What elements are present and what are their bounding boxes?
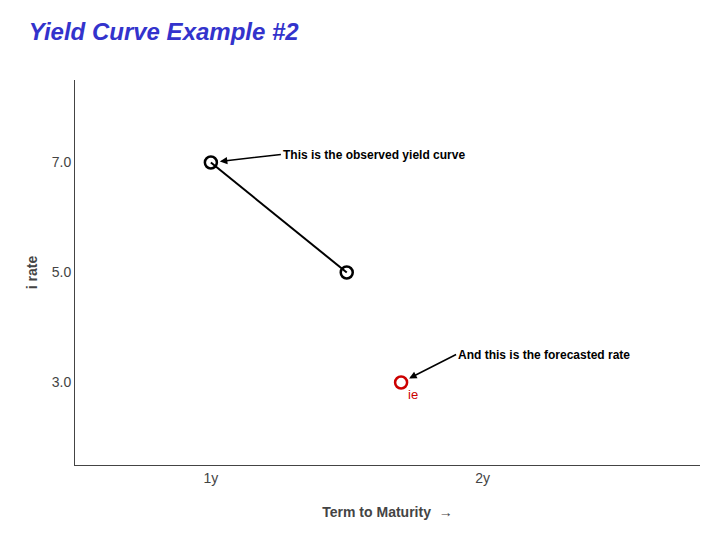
svg-text:And this is the forecasted rat: And this is the forecasted rate (458, 348, 630, 362)
svg-text:i rate: i rate (24, 256, 40, 290)
svg-text:This is the observed yield cur: This is the observed yield curve (283, 148, 465, 162)
svg-text:1y: 1y (203, 470, 218, 486)
svg-text:Yield Curve Example #2: Yield Curve Example #2 (29, 18, 300, 45)
svg-text:2y: 2y (475, 470, 490, 486)
svg-text:5.0: 5.0 (52, 264, 72, 280)
svg-text:3.0: 3.0 (52, 374, 72, 390)
svg-text:7.0: 7.0 (52, 154, 72, 170)
svg-text:Term to Maturity →: Term to Maturity → (322, 504, 452, 520)
svg-text:ie: ie (408, 387, 418, 402)
